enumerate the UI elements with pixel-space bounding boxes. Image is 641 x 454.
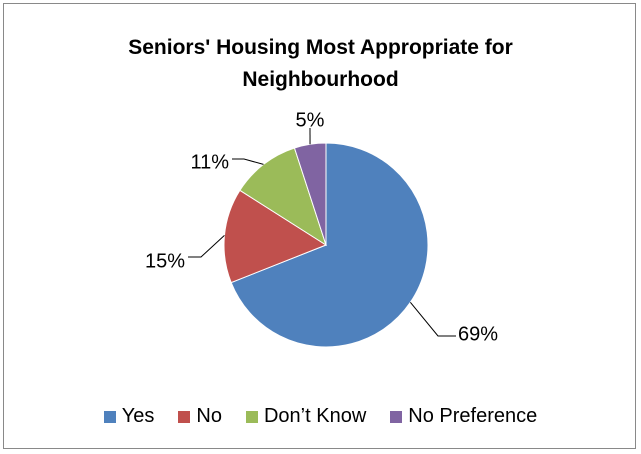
legend-label-2: Don’t Know xyxy=(263,405,367,427)
data-label-2: 11% xyxy=(190,151,229,173)
legend-item-0: Yes xyxy=(103,405,155,428)
legend-item-1: No xyxy=(178,405,222,428)
data-label-0: 69% xyxy=(458,323,498,345)
legend-swatch-2 xyxy=(245,410,258,423)
legend-swatch-0 xyxy=(103,410,116,423)
legend-swatch-1 xyxy=(178,410,191,423)
legend-swatch-3 xyxy=(390,410,403,423)
chart-legend: Yes No Don’t Know No Preference xyxy=(0,405,641,428)
legend-item-2: Don’t Know xyxy=(245,405,367,428)
pie-slice-no xyxy=(223,189,328,284)
leader-line-2 xyxy=(232,158,264,165)
data-label-3: 5% xyxy=(296,109,325,131)
legend-label-3: No Preference xyxy=(408,405,538,427)
leader-line-0 xyxy=(409,302,456,337)
data-label-1: 15% xyxy=(145,250,185,272)
legend-item-3: No Preference xyxy=(390,405,537,428)
pie-slice-yes xyxy=(230,142,429,348)
chart-title-line-1: Seniors' Housing Most Appropriate for xyxy=(128,36,513,59)
legend-label-1: No xyxy=(196,405,222,427)
legend-label-0: Yes xyxy=(121,405,155,427)
chart-title-line-2: Neighbourhood xyxy=(242,68,399,91)
leader-line-1 xyxy=(188,235,225,258)
pie-slice-don-t-know xyxy=(239,147,327,247)
